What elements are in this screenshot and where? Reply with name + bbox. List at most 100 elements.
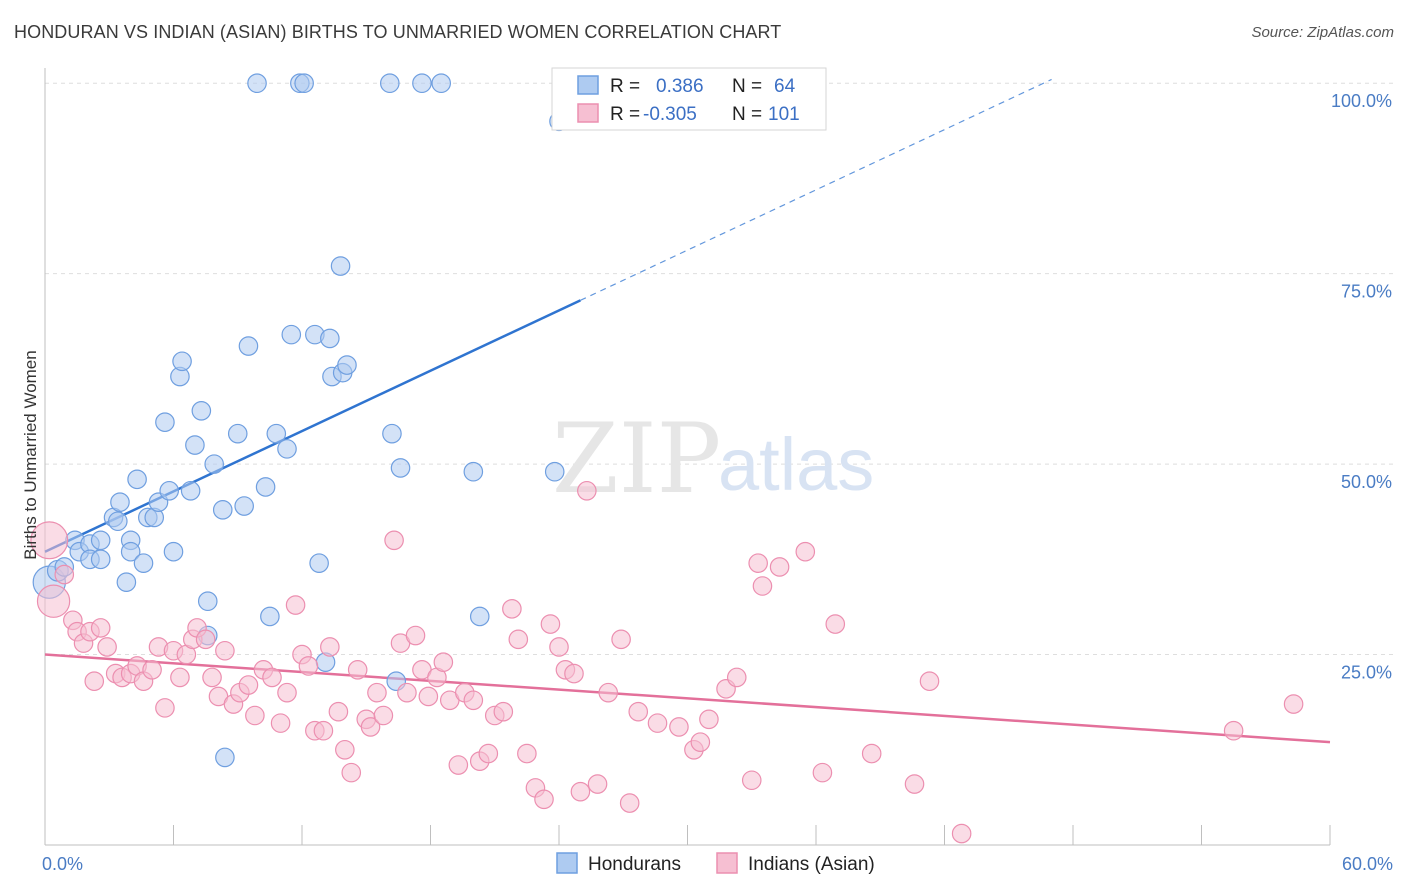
point-indian [611,629,631,650]
point-honduran [172,351,192,372]
y-tick-label: 25.0% [1341,663,1392,683]
point-indian [347,659,368,680]
legend-r-value-1: 0.386 [656,76,704,97]
point-indian [54,564,75,585]
point-indian [628,701,649,722]
point-honduran [337,355,357,375]
point-indian [367,682,387,703]
point-honduran [412,73,432,94]
point-honduran [120,541,141,562]
point-indian [1223,720,1244,741]
point-indian [405,625,426,646]
y-tick-label: 100.0% [1331,91,1392,111]
point-indian [752,576,773,596]
point-honduran [281,324,302,345]
point-honduran [133,553,154,573]
point-indian [341,762,362,783]
point-honduran [247,73,267,94]
point-indian [861,743,882,764]
chart-title: HONDURAN VS INDIAN (ASIAN) BIRTHS TO UNM… [14,22,782,42]
point-indian [577,480,597,501]
point-honduran [309,553,329,573]
point-indian [30,521,69,560]
point-honduran [463,461,484,482]
point-honduran [90,549,111,570]
point-indian [463,690,484,711]
point-indian [564,663,584,684]
point-indian [549,637,569,657]
point-indian [795,541,816,562]
point-honduran [382,423,402,444]
point-indian [298,656,319,676]
point-indian [1283,694,1304,714]
watermark: ZIP atlas [552,403,874,515]
point-honduran [255,477,276,497]
point-indian [587,774,608,794]
point-honduran [212,500,233,520]
point-honduran [185,435,205,455]
legend-box: R = 0.386 N = 64 R = -0.305 N = 101 [551,67,827,131]
point-honduran [469,606,490,627]
legend-n-label-1: N = [732,76,762,97]
point-honduran [294,73,314,94]
point-indian [951,823,972,844]
data-points [30,73,1304,844]
y-axis-label: Births to Unmarried Women [21,350,40,559]
point-honduran [163,541,184,562]
point-honduran [227,423,248,444]
point-honduran [159,480,180,501]
trend-extension-honduran [580,78,1052,301]
point-indian [335,739,355,760]
point-indian [748,553,768,573]
point-indian [142,659,162,680]
point-indian [478,743,499,764]
point-indian [448,755,469,775]
point-indian [384,530,404,551]
point-indian [502,599,522,619]
point-indian [418,686,439,707]
legend-r-label-2: R = [610,104,640,125]
legend-n-label-2: N = [732,104,762,125]
point-honduran [330,256,351,276]
point-indian [534,789,554,810]
point-honduran [108,511,128,532]
point-indian [741,770,762,791]
point-honduran [204,454,224,474]
point-indian [493,701,514,722]
point-indian [919,671,940,692]
point-indian [812,762,833,783]
point-indian [373,705,394,726]
point-honduran [110,492,130,513]
point-indian [397,682,417,703]
legend-swatch-indians [577,103,599,123]
x-tick-label-max: 60.0% [1342,854,1393,874]
x-tick-label-min: 0.0% [42,854,83,874]
point-indian [570,781,591,802]
point-indian [647,713,668,733]
point-indian [170,667,190,688]
point-honduran [544,461,565,482]
point-honduran [197,591,218,612]
point-indian [195,629,216,650]
point-indian [669,717,689,737]
point-indian [904,774,925,794]
point-indian [699,709,719,730]
point-indian [277,682,297,703]
point-indian [508,629,529,650]
axes [44,68,1331,846]
point-honduran [180,480,201,501]
point-honduran [390,458,411,478]
point-honduran [116,572,137,592]
point-indian [90,618,111,638]
point-honduran [234,496,254,516]
legend-r-label-1: R = [610,76,640,97]
legend-n-value-1: 64 [774,76,796,97]
point-indian [285,595,306,615]
point-indian [202,667,222,688]
point-indian [245,705,265,726]
point-indian [84,671,105,692]
point-indian [619,793,640,813]
source-credit: Source: ZipAtlas.com [1251,24,1394,41]
legend-n-value-2: 101 [768,104,800,125]
